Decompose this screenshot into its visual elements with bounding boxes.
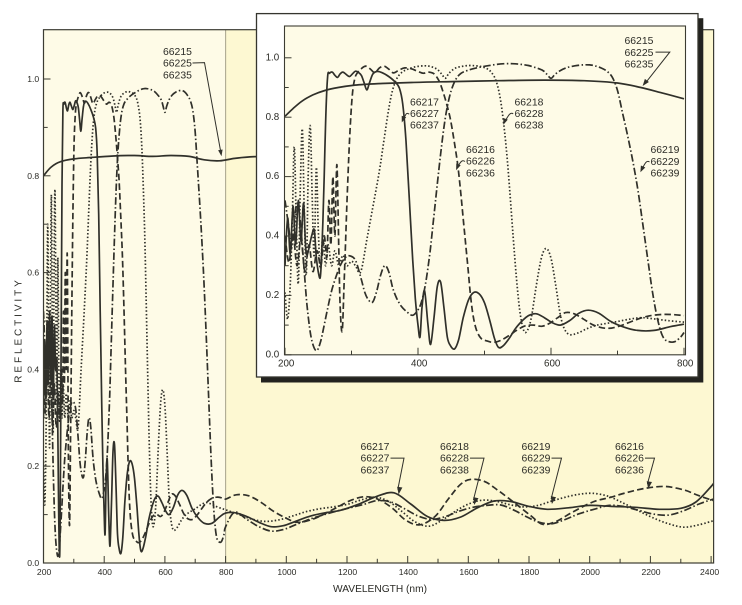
svg-text:66238: 66238 [440,465,469,476]
svg-text:0.4: 0.4 [266,231,280,242]
svg-text:66237: 66237 [361,465,390,476]
svg-text:400: 400 [411,359,428,370]
svg-text:66219: 66219 [522,442,551,453]
svg-text:0.2: 0.2 [27,461,39,471]
svg-text:66237: 66237 [410,121,439,132]
svg-text:1.0: 1.0 [27,74,39,84]
svg-text:0.6: 0.6 [27,268,39,278]
svg-text:800: 800 [219,567,234,577]
svg-text:66236: 66236 [615,465,644,476]
svg-text:1600: 1600 [459,567,478,577]
svg-text:66236: 66236 [466,168,495,179]
svg-text:0.8: 0.8 [266,112,280,123]
svg-text:0.0: 0.0 [27,558,39,568]
svg-text:WAVELENGTH (nm): WAVELENGTH (nm) [333,584,427,595]
svg-text:66227: 66227 [361,454,390,465]
svg-text:800: 800 [677,359,694,370]
svg-text:66217: 66217 [410,97,439,108]
svg-text:2000: 2000 [581,567,600,577]
svg-text:REFLECTIVITY: REFLECTIVITY [14,277,25,382]
svg-text:66228: 66228 [440,454,469,465]
svg-text:66216: 66216 [466,145,495,156]
svg-text:66218: 66218 [515,97,544,108]
svg-text:66226: 66226 [466,157,495,168]
svg-text:66216: 66216 [615,442,644,453]
svg-text:1800: 1800 [520,567,539,577]
svg-text:1.0: 1.0 [266,52,280,63]
svg-text:66239: 66239 [522,465,551,476]
svg-text:66229: 66229 [522,454,551,465]
svg-text:66215: 66215 [625,36,654,47]
svg-text:0.6: 0.6 [266,171,280,182]
svg-text:600: 600 [544,359,561,370]
svg-text:200: 200 [278,359,295,370]
svg-text:66218: 66218 [440,442,469,453]
svg-text:66215: 66215 [163,47,192,58]
svg-text:400: 400 [98,567,113,577]
svg-text:66219: 66219 [651,145,680,156]
svg-text:1400: 1400 [399,567,418,577]
svg-text:66235: 66235 [163,70,192,81]
svg-text:0.8: 0.8 [27,171,39,181]
svg-text:66225: 66225 [625,48,654,59]
svg-text:66239: 66239 [651,169,680,180]
svg-text:1000: 1000 [277,567,296,577]
svg-text:0.0: 0.0 [266,349,280,360]
svg-text:1200: 1200 [338,567,357,577]
svg-text:66217: 66217 [361,442,390,453]
svg-text:66238: 66238 [515,121,544,132]
svg-text:0.4: 0.4 [27,364,39,374]
svg-text:200: 200 [37,567,52,577]
svg-text:600: 600 [158,567,173,577]
svg-text:66229: 66229 [651,157,680,168]
svg-text:66227: 66227 [410,109,439,120]
svg-text:66235: 66235 [625,60,654,71]
svg-text:66226: 66226 [615,454,644,465]
svg-text:66228: 66228 [515,109,544,120]
svg-text:2400: 2400 [700,567,719,577]
svg-text:66225: 66225 [163,59,192,70]
svg-text:0.2: 0.2 [266,290,280,301]
svg-text:2200: 2200 [641,567,660,577]
